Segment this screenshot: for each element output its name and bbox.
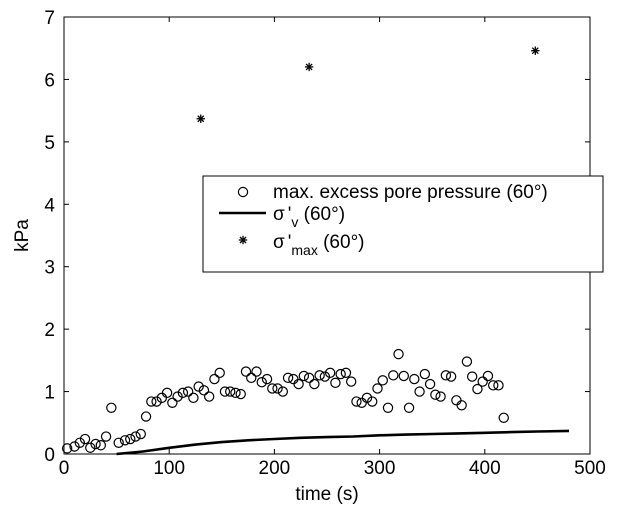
data-point-circle-60: [383, 403, 392, 412]
y-tick-label: 6: [44, 70, 55, 91]
data-point-circle-7: [101, 432, 110, 441]
data-point-asterisk-1: [305, 63, 313, 71]
x-tick-label: 100: [153, 458, 185, 479]
data-point-circle-34: [247, 373, 256, 382]
data-point-circle-37: [262, 374, 271, 383]
data-point-circle-75: [462, 357, 471, 366]
data-point-circle-45: [305, 373, 314, 382]
data-point-circle-61: [389, 371, 398, 380]
y-tick-label: 2: [44, 320, 55, 341]
data-point-circle-64: [404, 403, 413, 412]
data-point-circle-78: [478, 377, 487, 386]
data-point-circle-18: [162, 388, 171, 397]
data-point-circle-26: [205, 392, 214, 401]
data-point-circle-52: [341, 368, 350, 377]
data-point-circle-43: [294, 379, 303, 388]
data-point-circle-62: [394, 350, 403, 359]
legend-asterisk-marker: [239, 236, 247, 244]
data-point-circle-40: [278, 387, 287, 396]
data-point-circle-72: [447, 372, 456, 381]
data-point-circle-73: [452, 396, 461, 405]
data-point-circle-33: [241, 367, 250, 376]
data-point-circle-28: [215, 368, 224, 377]
data-point-circle-81: [494, 381, 503, 390]
data-point-asterisk-0: [197, 115, 205, 123]
y-tick-label: 7: [44, 8, 55, 29]
legend: max. excess pore pressure (60°)σ'v (60°)…: [203, 176, 603, 272]
data-point-circle-68: [425, 379, 434, 388]
data-point-circle-22: [184, 387, 193, 396]
data-point-circle-12: [131, 432, 140, 441]
data-point-circle-39: [273, 384, 282, 393]
data-point-circle-46: [310, 379, 319, 388]
data-point-circle-35: [252, 367, 261, 376]
data-point-circle-32: [236, 389, 245, 398]
data-point-circle-23: [189, 393, 198, 402]
data-point-circle-70: [436, 392, 445, 401]
x-axis-title: time (s): [295, 484, 358, 505]
data-point-circle-13: [136, 429, 145, 438]
data-point-circle-42: [289, 374, 298, 383]
x-tick-label: 500: [574, 458, 606, 479]
data-point-circle-27: [210, 374, 219, 383]
data-point-circle-8: [107, 403, 116, 412]
data-point-circle-58: [373, 384, 382, 393]
data-point-circle-65: [410, 374, 419, 383]
x-tick-label: 200: [259, 458, 291, 479]
data-point-circle-74: [457, 401, 466, 410]
data-point-circle-14: [141, 412, 150, 421]
y-tick-label: 3: [44, 258, 55, 279]
data-point-circle-53: [347, 377, 356, 386]
data-point-circle-29: [220, 387, 229, 396]
x-tick-label: 300: [364, 458, 396, 479]
data-point-circle-11: [126, 434, 135, 443]
series-line-sigma-v: [117, 431, 569, 454]
data-point-circle-9: [114, 438, 123, 447]
data-point-circle-79: [483, 371, 492, 380]
data-point-circle-44: [299, 371, 308, 380]
x-tick-label: 0: [59, 458, 70, 479]
data-point-circle-36: [257, 378, 266, 387]
data-point-circle-19: [168, 398, 177, 407]
y-tick-label: 0: [44, 445, 55, 466]
data-point-circle-59: [378, 376, 387, 385]
data-point-circle-82: [499, 413, 508, 422]
data-point-circle-63: [399, 371, 408, 380]
data-point-circle-38: [268, 384, 277, 393]
y-tick-label: 5: [44, 133, 55, 154]
x-tick-label: 400: [469, 458, 501, 479]
legend-entry-0: max. excess pore pressure (60°): [273, 182, 548, 203]
y-tick-label: 1: [44, 383, 55, 404]
data-point-circle-55: [357, 398, 366, 407]
data-point-circle-66: [415, 387, 424, 396]
data-point-circle-80: [489, 381, 498, 390]
data-point-circle-6: [96, 441, 105, 450]
data-point-circle-15: [147, 397, 156, 406]
y-axis-title: kPa: [12, 219, 33, 252]
data-point-asterisk-2: [531, 47, 539, 55]
data-point-circle-69: [431, 390, 440, 399]
y-tick-label: 4: [44, 195, 55, 216]
data-point-circle-67: [420, 369, 429, 378]
data-point-circle-76: [468, 372, 477, 381]
data-point-circle-50: [331, 378, 340, 387]
